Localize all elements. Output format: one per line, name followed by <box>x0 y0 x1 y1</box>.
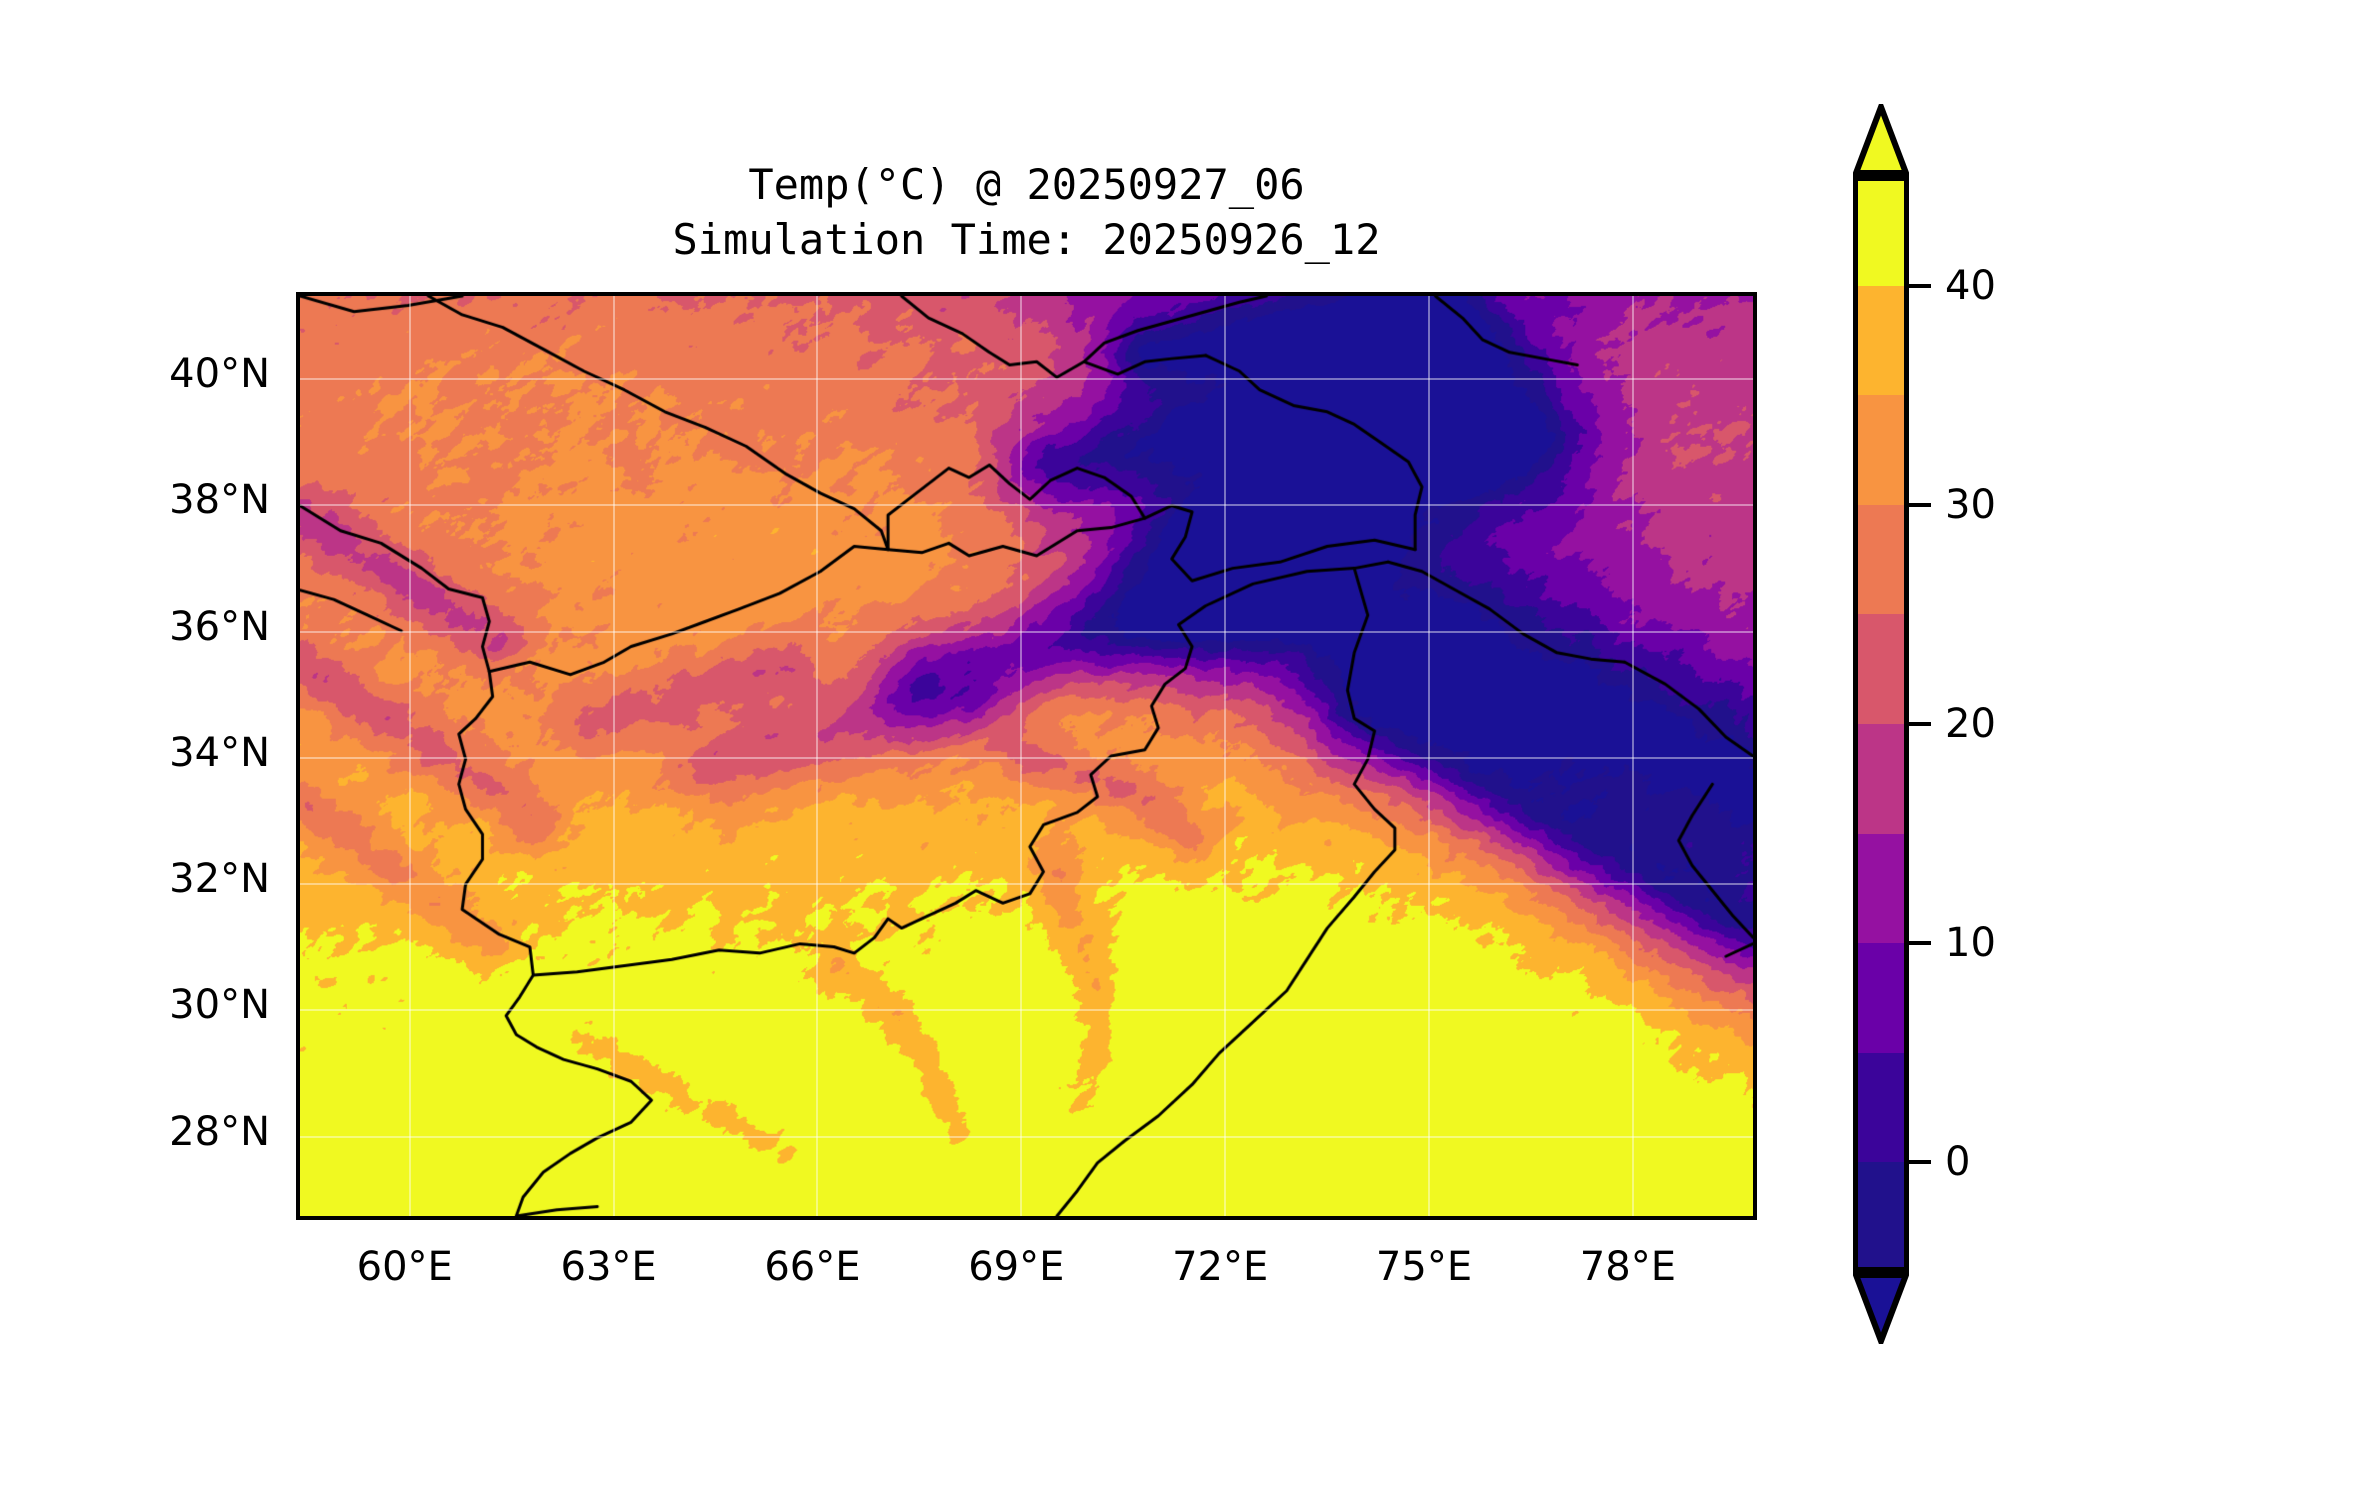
colorbar-outline <box>1853 176 1909 1272</box>
ytick-label-36: 36°N <box>169 603 270 650</box>
colorbar-tick-label-10: 10 <box>1945 920 1996 967</box>
xtick-label-69: 69°E <box>968 1244 1065 1290</box>
colorbar-tick-label-0: 0 <box>1945 1139 1971 1186</box>
colorbar-extend-min-arrow <box>1853 1272 1909 1344</box>
xtick-label-66: 66°E <box>764 1244 861 1290</box>
colorbar-tick-label-30: 30 <box>1945 481 1996 528</box>
ytick-label-30: 30°N <box>169 982 270 1029</box>
xtick-label-72: 72°E <box>1172 1244 1269 1290</box>
xtick-label-78: 78°E <box>1579 1244 1676 1290</box>
colorbar-band-0-5 <box>1853 1052 1909 1163</box>
xtick-label-63: 63°E <box>560 1244 657 1290</box>
colorbar-bands <box>1853 176 1909 1273</box>
colorbar-tick-label-20: 20 <box>1945 701 1996 747</box>
xtick-label-60: 60°E <box>356 1244 453 1290</box>
ytick-label-34: 34°N <box>169 729 270 776</box>
colorbar-band-20-25 <box>1853 614 1909 725</box>
colorbar-band-35-40 <box>1853 285 1909 396</box>
colorbar-extend-max-arrow <box>1853 104 1909 176</box>
ytick-label-28: 28°N <box>169 1108 270 1155</box>
colorbar-band-25-30 <box>1853 504 1909 615</box>
colorbar-band-30-35 <box>1853 395 1909 506</box>
colorbar-band-15-20 <box>1853 724 1909 835</box>
title-line-variable: Temp(°C) @ 20250927_06 <box>748 160 1305 209</box>
colorbar-band--5-0 <box>1853 1162 1909 1273</box>
title-line-simulation-time: Simulation Time: 20250926_12 <box>672 214 1381 264</box>
colorbar[interactable]: 0 10 20 30 40 <box>1853 104 1996 1344</box>
colorbar-band-10-15 <box>1853 833 1909 944</box>
map-axes[interactable] <box>296 292 1757 1220</box>
colorbar-tick-20 <box>1909 722 1931 726</box>
chart-title: Temp(°C) @ 20250927_06 Simulation Time: … <box>296 158 1757 267</box>
ytick-label-40: 40°N <box>169 351 270 398</box>
colorbar-tick-0 <box>1909 1160 1931 1165</box>
colorbar-tick-10 <box>1909 941 1931 946</box>
ytick-label-38: 38°N <box>169 477 270 524</box>
colorbar-tick-30 <box>1909 502 1931 507</box>
ytick-label-32: 32°N <box>169 856 270 903</box>
colorbar-band-5-10 <box>1853 943 1909 1054</box>
colorbar-tick-label-40: 40 <box>1945 262 1996 309</box>
colorbar-tick-40 <box>1909 283 1931 288</box>
temperature-contour-field <box>300 296 1753 1216</box>
xtick-label-75: 75°E <box>1375 1244 1473 1290</box>
colorbar-band-40-45 <box>1853 176 1909 287</box>
